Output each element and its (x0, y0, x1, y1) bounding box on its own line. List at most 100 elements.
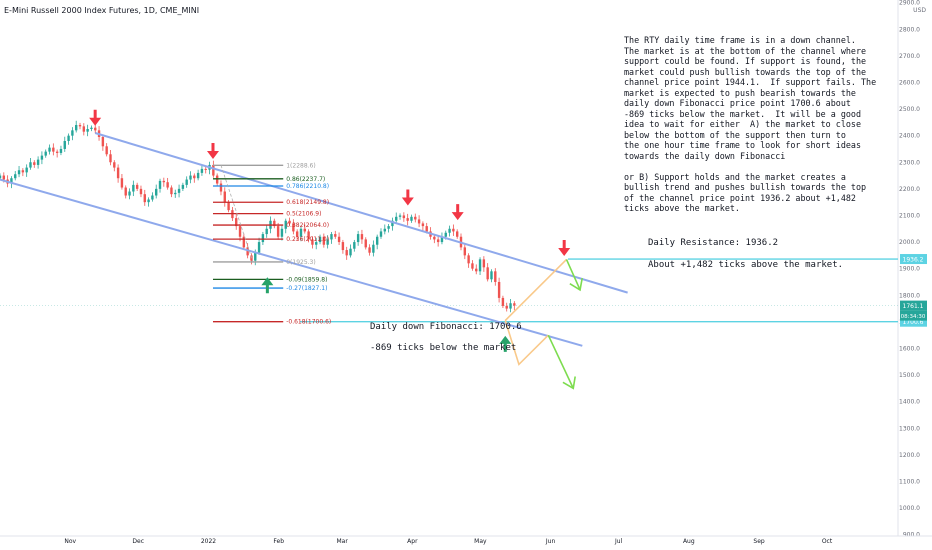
price-badge (900, 316, 927, 327)
candle-body (71, 130, 74, 136)
down-channel[interactable] (0, 132, 628, 347)
candle-body (303, 228, 306, 232)
candle-body (406, 218, 409, 221)
candle-body (356, 234, 360, 243)
analysis-note: The RTY daily time frame is in a down ch… (624, 35, 877, 213)
fibonacci-retracement[interactable]: 1(2288.6) 0.86(2237.7)0.786(2210.8) 0.618(… (212, 162, 331, 326)
candle-body (311, 239, 314, 245)
price-badge (900, 300, 927, 311)
candle-body (391, 220, 394, 227)
horizontal-lines (300, 258, 898, 323)
candle-body (425, 226, 428, 232)
projection-bullish (504, 258, 568, 322)
candle-body (124, 187, 127, 196)
price-tick-label: 1600.0 (899, 345, 920, 352)
candle-body (170, 187, 173, 195)
candle-body (135, 184, 139, 189)
candle-body (467, 255, 470, 264)
candle-body (113, 162, 116, 168)
up-arrow-icon (261, 277, 274, 294)
candle-body (21, 170, 25, 173)
price-tick-label: 2500.0 (899, 106, 920, 113)
candle-body (242, 236, 246, 248)
projection-paths[interactable] (504, 258, 584, 390)
candle-body (444, 232, 447, 237)
candle-body (219, 183, 223, 192)
price-tick-label: 2200.0 (899, 186, 920, 193)
candle-body (10, 178, 13, 184)
candle-body (261, 234, 265, 243)
projection-bearish (504, 320, 549, 366)
projection-bullish-rejection (565, 259, 581, 291)
price-tick-label: 2900.0 (899, 0, 920, 7)
candle-body (379, 231, 383, 237)
price-tick-label: 2800.0 (899, 26, 920, 33)
candle-body (78, 125, 82, 127)
time-tick-label: Jul (614, 538, 623, 545)
candle-body (471, 263, 474, 269)
fib-level-label: -0.618(1700.6) (286, 319, 331, 326)
down-arrow-icon (89, 109, 102, 126)
candle-body (82, 126, 86, 132)
candle-body (265, 228, 268, 235)
price-tick-label: 1900.0 (899, 266, 920, 273)
candle-body (33, 162, 36, 165)
candle-body (334, 234, 337, 237)
candle-body (341, 242, 345, 251)
candle-body (143, 194, 146, 203)
fib-level-label: 1(2288.6) (286, 162, 316, 169)
candle-body (486, 267, 489, 280)
candle-body (40, 155, 44, 160)
time-tick-label: Oct (822, 538, 833, 545)
candle-body (185, 179, 188, 185)
price-tick-label: 1400.0 (899, 399, 920, 406)
fibonacci-ticks-label: -869 ticks below the market (370, 343, 517, 353)
candle-body (402, 215, 406, 219)
channel-lower-line (0, 178, 583, 347)
candle-body (181, 184, 185, 189)
candle-body (55, 151, 59, 153)
candle-body (196, 172, 200, 179)
candle-body (94, 127, 97, 131)
candle-body (280, 228, 284, 237)
candle-body (86, 129, 89, 132)
candle-body (174, 192, 177, 195)
time-tick-label: May (474, 538, 487, 545)
candle-body (276, 226, 280, 237)
candle-body (475, 268, 478, 272)
candle-body (421, 223, 425, 227)
candle-body (36, 159, 40, 165)
price-badge-label: 1700.6 (903, 319, 924, 326)
currency-label: USD (913, 7, 926, 14)
candle-body (128, 191, 131, 196)
candlestick-series (0, 120, 898, 313)
signal-arrows (89, 109, 571, 352)
candle-body (212, 164, 215, 176)
price-tick-label: 2000.0 (899, 239, 920, 246)
price-axis[interactable]: USD 900.0 1000.0 1100.0 1200.0 1300.0 1400.0 15… (897, 0, 926, 539)
time-axis[interactable]: Nov Dec 2022 Feb Mar Apr May Jun Jul Aug Sep Oct (0, 535, 932, 545)
fib-level-label: 0.618(2149.8) (286, 199, 329, 206)
candle-body (166, 182, 169, 188)
countdown-label: 08:34:30 (901, 314, 926, 320)
price-badge (900, 254, 927, 265)
fibonacci-label: Daily down Fibonacci: 1700.6 (370, 322, 522, 332)
up-arrow-icon (499, 335, 512, 352)
candle-body (235, 218, 238, 227)
candle-body (116, 167, 120, 179)
candle-body (436, 239, 440, 243)
candle-body (372, 244, 375, 253)
candle-body (440, 236, 444, 243)
resistance-ticks-label: About +1,482 ticks above the market. (648, 260, 844, 270)
candle-body (410, 216, 413, 221)
price-axis-labels: 1936.2 1761.1 1700.608:34:30 (900, 254, 927, 327)
candle-body (497, 281, 501, 298)
candle-body (482, 259, 486, 268)
time-tick-label: Sep (753, 538, 765, 545)
candle-body (227, 202, 230, 211)
candle-body (14, 174, 17, 179)
candle-body (398, 215, 402, 217)
candle-body (273, 220, 276, 227)
candle-body (375, 236, 379, 245)
